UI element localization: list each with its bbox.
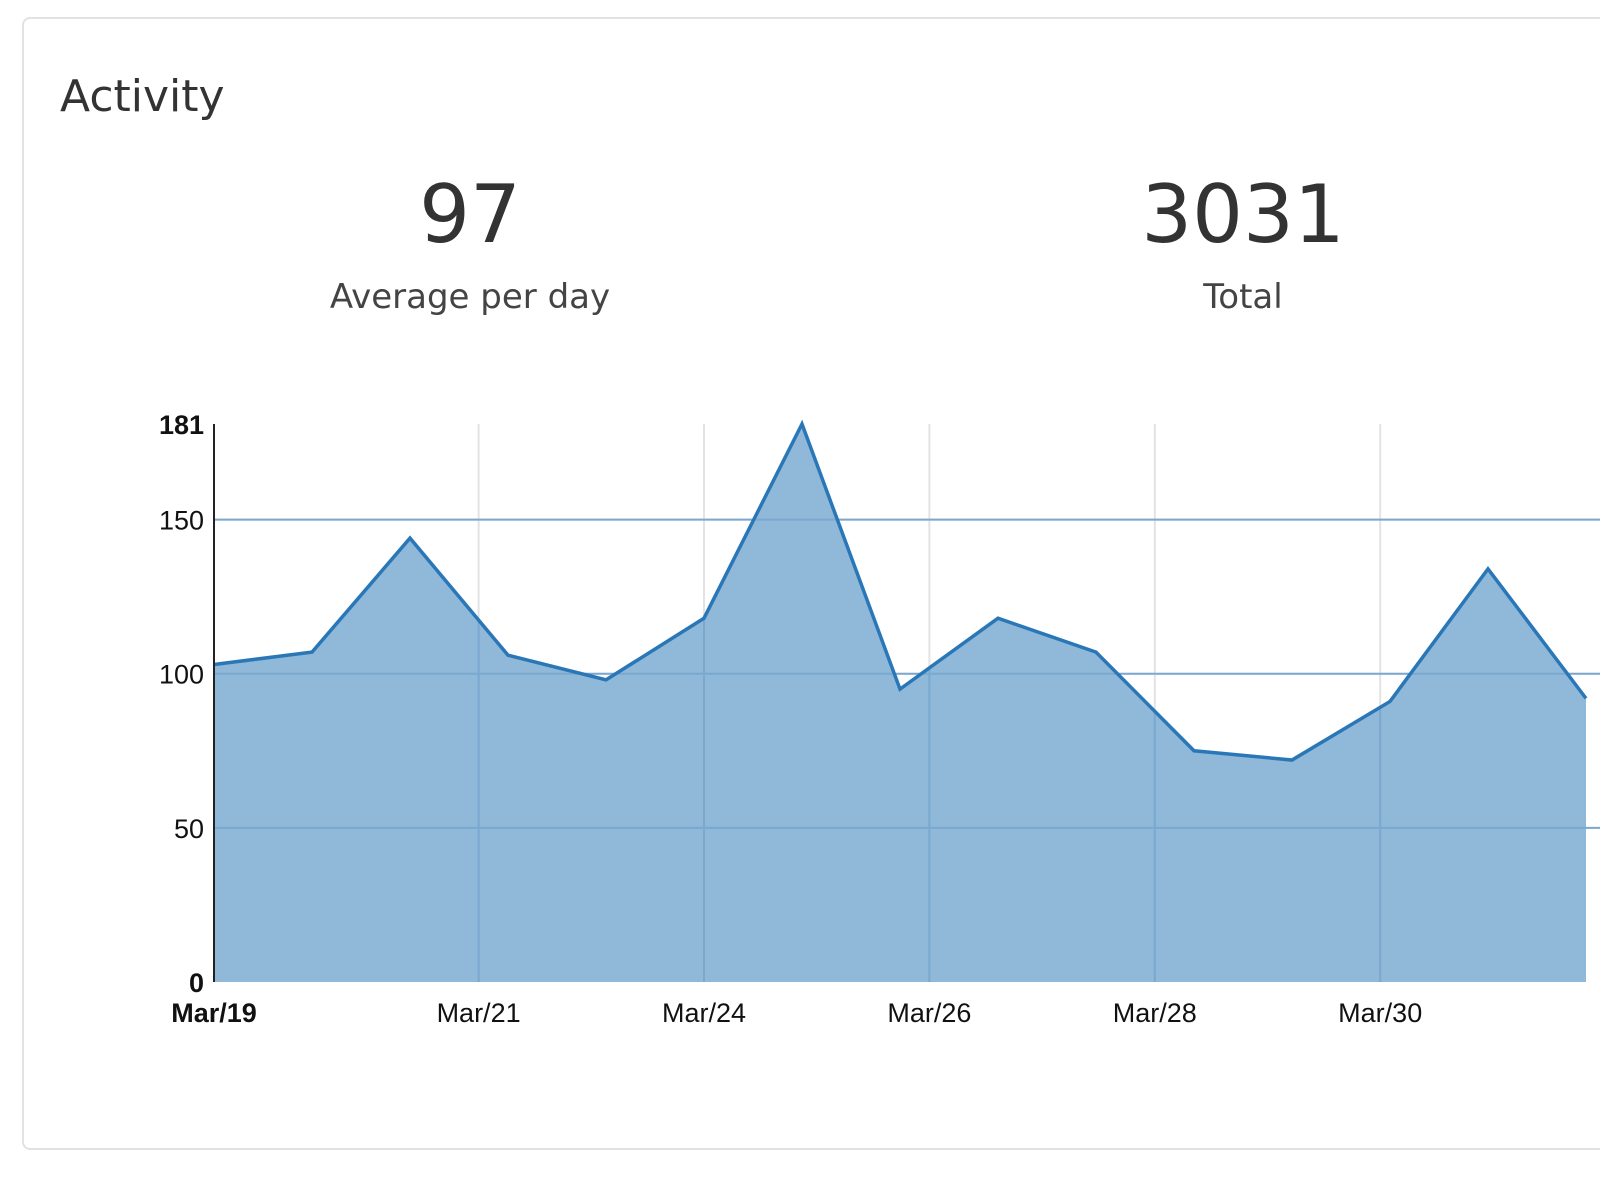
area-fill [214, 424, 1586, 982]
y-tick-label: 181 [159, 410, 204, 440]
data-point [1584, 696, 1588, 700]
data-point [800, 422, 804, 426]
total-label: Total [1203, 277, 1283, 317]
data-point [604, 678, 608, 682]
y-tick-label: 0 [189, 968, 204, 998]
x-tick-label: Mar/30 [1338, 998, 1422, 1028]
data-point [1094, 650, 1098, 654]
x-tick-label: Mar/24 [662, 998, 746, 1028]
data-point [702, 616, 706, 620]
data-point [1290, 758, 1294, 762]
total-stat: 3031 Total [1043, 165, 1443, 319]
panel-title: Activity [60, 71, 225, 122]
y-tick-label: 100 [159, 660, 204, 690]
average-value: 97 [419, 168, 521, 261]
data-point [1388, 699, 1392, 703]
x-tick-label: Mar/26 [887, 998, 971, 1028]
data-point [408, 536, 412, 540]
total-value: 3031 [1141, 168, 1345, 261]
x-tick-label: Mar/19 [171, 998, 257, 1028]
y-tick-label: 150 [159, 506, 204, 536]
data-point [996, 616, 1000, 620]
average-stat: 97 Average per day [270, 165, 670, 319]
data-point [1192, 749, 1196, 753]
average-label: Average per day [329, 277, 611, 317]
y-tick-label: 50 [174, 814, 204, 844]
x-tick-label: Mar/28 [1113, 998, 1197, 1028]
x-tick-label: Mar/21 [437, 998, 521, 1028]
series-line [213, 419, 1588, 762]
data-point [1486, 567, 1490, 571]
data-point [898, 687, 902, 691]
data-point [310, 650, 314, 654]
data-point [506, 653, 510, 657]
